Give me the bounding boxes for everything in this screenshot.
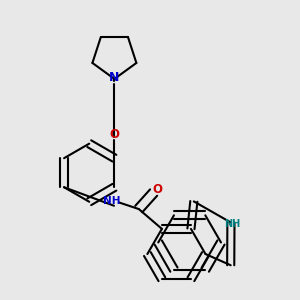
Text: O: O (110, 128, 119, 141)
Text: NH: NH (224, 219, 241, 229)
Text: N: N (109, 71, 120, 84)
Text: NH: NH (103, 196, 120, 206)
Text: O: O (153, 183, 163, 196)
